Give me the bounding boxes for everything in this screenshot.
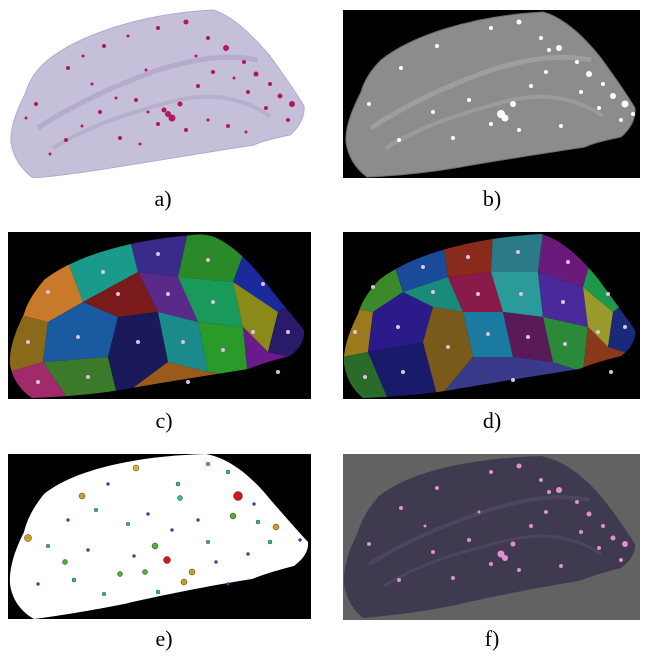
node-graph-figure bbox=[8, 454, 311, 619]
overlay-slice-figure bbox=[343, 454, 640, 620]
panel-e-node-graph-image bbox=[8, 454, 311, 619]
panel-b-grayscale-image bbox=[343, 10, 640, 178]
voronoi-seeds-refined bbox=[353, 250, 627, 382]
bright-spots bbox=[367, 19, 635, 142]
panel-f-overlay-image bbox=[343, 454, 640, 620]
overlay-plaques bbox=[367, 463, 628, 582]
caption-f: f) bbox=[484, 626, 500, 651]
caption-e: e) bbox=[155, 626, 173, 651]
caption-d: d) bbox=[482, 408, 502, 433]
panel-c-voronoi-image bbox=[8, 232, 311, 399]
caption-c: c) bbox=[155, 408, 173, 433]
grayscale-slice-figure bbox=[343, 10, 640, 178]
panel-a-histology-image bbox=[8, 8, 311, 178]
voronoi-seeds bbox=[26, 252, 290, 384]
plaque-spots bbox=[24, 19, 295, 156]
voronoi-segmentation-figure bbox=[8, 232, 311, 399]
panel-d-voronoi-image bbox=[343, 232, 640, 399]
voronoi-refined-figure bbox=[343, 232, 640, 399]
caption-a: a) bbox=[154, 186, 172, 211]
caption-b: b) bbox=[482, 186, 502, 211]
histology-slice-figure bbox=[10, 9, 305, 178]
graph-nodes bbox=[24, 461, 302, 597]
